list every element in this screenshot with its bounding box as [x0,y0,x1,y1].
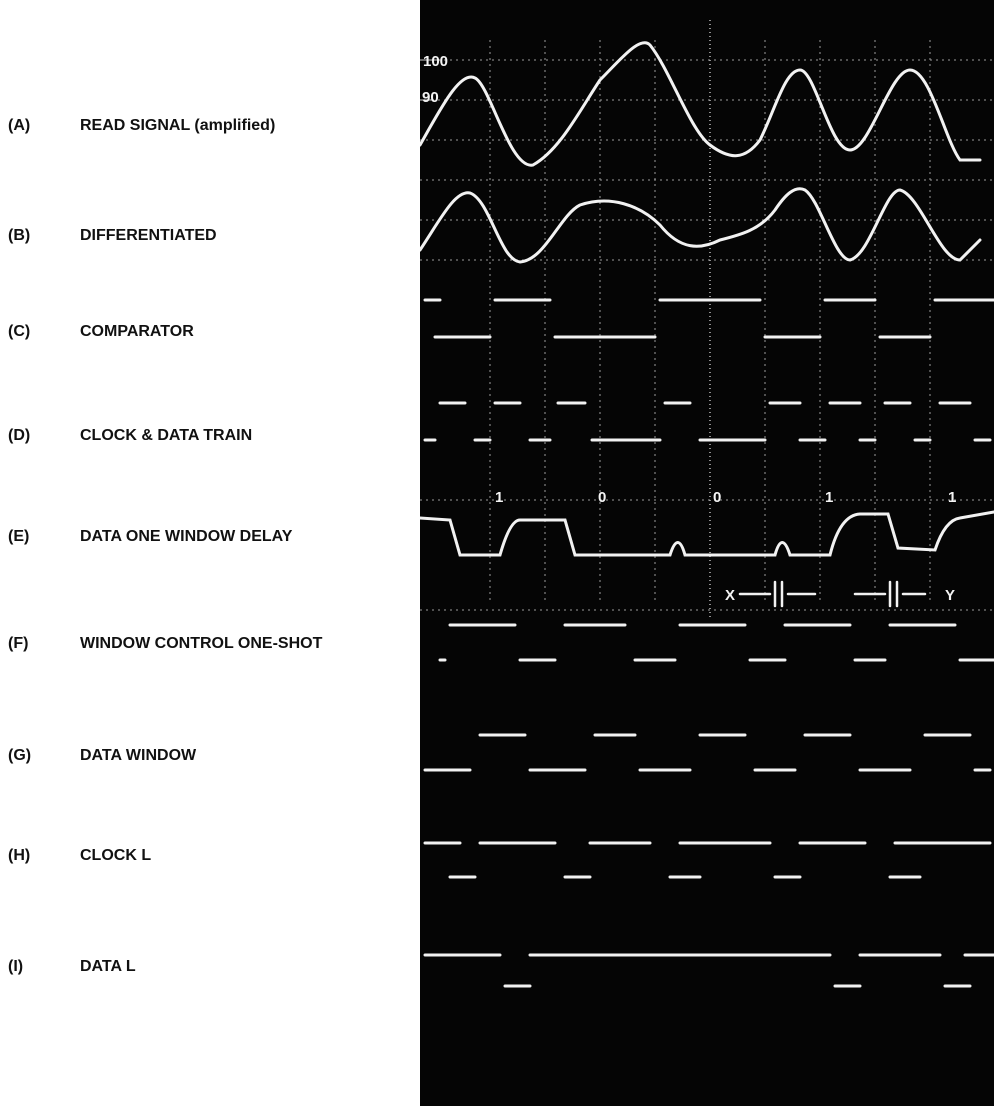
trace-name: CLOCK L [80,847,152,864]
trace-letter: (F) [8,635,29,652]
scope-screen [420,0,994,1106]
trace-letter: (G) [8,747,32,764]
trace-c [423,298,994,339]
trace-letter: (D) [8,427,31,444]
traces [420,41,994,988]
trace-letter: (C) [8,323,31,340]
graticule-label: 90 [422,89,439,106]
trace-letter: (A) [8,117,31,134]
marker-label: X [725,587,735,604]
bit-label: 1 [495,489,503,506]
trace-b [420,187,982,264]
trace-f [438,623,994,662]
marker-arrows [738,580,927,608]
trace-h [423,841,992,879]
trace-d [423,401,992,442]
graticule-label: 100 [423,53,448,70]
trace-name: READ SIGNAL (amplified) [80,117,276,134]
bit-label: 0 [598,489,606,506]
trace-name: COMPARATOR [80,323,194,340]
trace-letter: (I) [8,958,24,975]
bit-label: 1 [948,489,956,506]
trace-name: CLOCK & DATA TRAIN [80,427,253,444]
trace-name: DATA WINDOW [80,747,197,764]
bit-label: 1 [825,489,833,506]
trace-name: DIFFERENTIATED [80,227,217,244]
trace-e [420,510,994,557]
bit-label: 0 [713,489,721,506]
marker-label: Y [945,587,955,604]
trace-letter: (H) [8,847,31,864]
graticule [420,20,994,620]
trace-name: WINDOW CONTROL ONE-SHOT [80,635,323,652]
trace-g [423,733,992,772]
trace-a [420,41,982,167]
trace-name: DATA ONE WINDOW DELAY [80,528,293,545]
trace-letter: (E) [8,528,30,545]
trace-letter: (B) [8,227,31,244]
trace-i [423,953,994,988]
trace-name: DATA L [80,958,136,975]
